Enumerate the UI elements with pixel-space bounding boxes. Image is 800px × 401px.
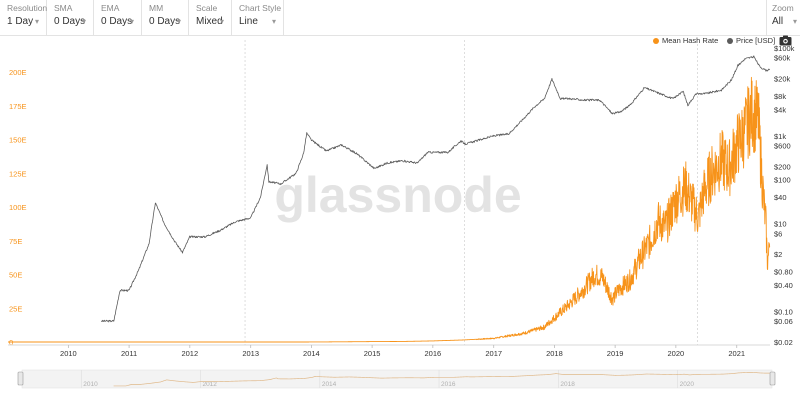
right-tick-label: $0.06 — [774, 317, 793, 326]
legend-item-price[interactable]: Price [USD] — [727, 36, 775, 48]
x-tick-label: 2016 — [424, 349, 441, 358]
left-tick-label: 150E — [9, 136, 27, 145]
x-tick-label: 2011 — [121, 349, 137, 358]
navigator-left-handle[interactable] — [17, 371, 24, 386]
right-tick-label: $0.10 — [774, 307, 793, 316]
right-tick-label: $100k — [774, 44, 795, 53]
right-tick-label: $2 — [774, 250, 782, 259]
chevron-down-icon: ▾ — [176, 17, 181, 26]
left-tick-label: 100E — [9, 203, 27, 212]
left-tick-label: 25E — [9, 304, 22, 313]
legend-item-hash-rate[interactable]: Mean Hash Rate — [653, 36, 718, 48]
x-tick-label: 2020 — [668, 349, 685, 358]
chevron-down-icon: ▾ — [129, 17, 134, 26]
right-tick-label: $600 — [774, 142, 791, 151]
right-tick-label: $0.40 — [774, 281, 793, 290]
navigator-tick-label: 2020 — [680, 381, 695, 388]
navigator-tick-label: 2018 — [560, 381, 575, 388]
resolution-select[interactable]: Resolution 1 Day ▾ — [0, 0, 47, 35]
left-tick-label: 175E — [9, 102, 27, 111]
mm-select[interactable]: MM 0 Days ▾ — [142, 0, 189, 35]
x-axis: 2010 2011 2012 2013 2014 2015 2016 2017 2018 2019… — [60, 345, 745, 358]
right-tick-label: $0.80 — [774, 268, 793, 277]
marker-lines — [244, 40, 698, 345]
chevron-down-icon: ▾ — [792, 17, 797, 26]
price-legend-label: Price [USD] — [736, 36, 776, 45]
right-tick-label: $10 — [774, 220, 787, 229]
navigator-tick-label: 2010 — [83, 381, 98, 388]
scale-label: Scale — [196, 3, 218, 13]
x-tick-label: 2014 — [303, 349, 320, 358]
sma-label: SMA — [54, 3, 73, 13]
scale-value: Mixed — [196, 16, 223, 27]
left-tick-label: 0 — [9, 338, 13, 347]
resolution-label: Resolution — [7, 3, 48, 13]
ema-select[interactable]: EMA 0 Days ▾ — [94, 0, 142, 35]
mm-label: MM — [149, 3, 164, 13]
chart-toolbar: Resolution 1 Day ▾ SMA 0 Days ▾ EMA 0 Da… — [0, 0, 800, 36]
scale-select[interactable]: Scale Mixed ▾ — [189, 0, 232, 35]
chart-style-label: Chart Style — [239, 3, 282, 13]
mm-value: 0 Days — [149, 16, 181, 27]
right-axis: $0.02 $0.06$0.10 $0.40 $0.80 $2 $6$10 $40 $100 $… — [774, 44, 795, 347]
x-tick-label: 2012 — [181, 349, 198, 358]
left-tick-label: 200E — [9, 68, 27, 77]
right-tick-label: $8k — [774, 92, 786, 101]
navigator-track — [21, 369, 773, 389]
ema-label: EMA — [101, 3, 120, 13]
navigator-tick-label: 2016 — [441, 381, 456, 388]
right-tick-label: $40 — [774, 193, 787, 202]
navigator-tick-label: 2014 — [322, 381, 337, 388]
chart-style-value: Line — [239, 16, 258, 27]
left-tick-label: 75E — [9, 237, 22, 246]
right-tick-label: $1k — [774, 132, 786, 141]
resolution-value: 1 Day — [7, 16, 34, 27]
right-tick-label: $0.02 — [774, 338, 793, 347]
navigator-series-line — [113, 372, 770, 387]
left-tick-label: 50E — [9, 271, 22, 280]
zoom-label: Zoom — [772, 3, 794, 13]
series-line-price — [101, 55, 770, 323]
watermark: glassnode — [274, 167, 521, 223]
x-tick-label: 2017 — [485, 349, 502, 358]
sma-value: 0 Days — [54, 16, 86, 27]
x-tick-label: 2013 — [242, 349, 259, 358]
chevron-down-icon: ▾ — [219, 17, 224, 26]
chevron-down-icon: ▾ — [34, 17, 39, 26]
price-legend-dot — [727, 37, 733, 44]
right-tick-label: $20k — [774, 75, 791, 84]
right-tick-label: $6 — [774, 229, 782, 238]
right-tick-label: $100 — [774, 176, 791, 185]
x-tick-label: 2015 — [364, 349, 381, 358]
x-tick-label: 2010 — [60, 349, 77, 358]
chevron-down-icon: ▾ — [271, 17, 276, 26]
right-tick-label: $4k — [774, 105, 786, 114]
left-tick-label: 125E — [9, 169, 27, 178]
ema-value: 0 Days — [101, 16, 133, 27]
navigator-right-handle[interactable] — [769, 371, 776, 386]
hash-rate-legend-dot — [653, 37, 659, 44]
x-tick-label: 2018 — [546, 349, 563, 358]
camera-icon[interactable] — [779, 35, 792, 46]
right-tick-label: $200 — [774, 162, 791, 171]
zoom-value: All — [772, 16, 784, 27]
chevron-down-icon: ▾ — [81, 17, 86, 26]
sma-select[interactable]: SMA 0 Days ▾ — [47, 0, 94, 35]
right-tick-label: $60k — [774, 54, 791, 63]
series-line-hash-rate — [7, 76, 771, 343]
zoom-select[interactable]: Zoom All ▾ — [766, 0, 800, 35]
x-tick-label: 2019 — [607, 349, 624, 358]
hash-rate-legend-label: Mean Hash Rate — [662, 36, 719, 45]
left-axis: 0 25E 50E 75E 100E 125E 150E 175E 200E — [9, 68, 27, 347]
series-layer — [7, 55, 771, 343]
x-tick-label: 2021 — [728, 349, 745, 358]
navigator[interactable]: 2010 2012 2014 2016 2018 2020 — [17, 369, 776, 389]
navigator-tick-label: 2012 — [202, 381, 217, 388]
navigator-ticks: 2010 2012 2014 2016 2018 2020 — [80, 370, 695, 388]
navigator-series — [113, 372, 770, 387]
chart-style-select[interactable]: Chart Style Line ▾ — [232, 0, 284, 35]
